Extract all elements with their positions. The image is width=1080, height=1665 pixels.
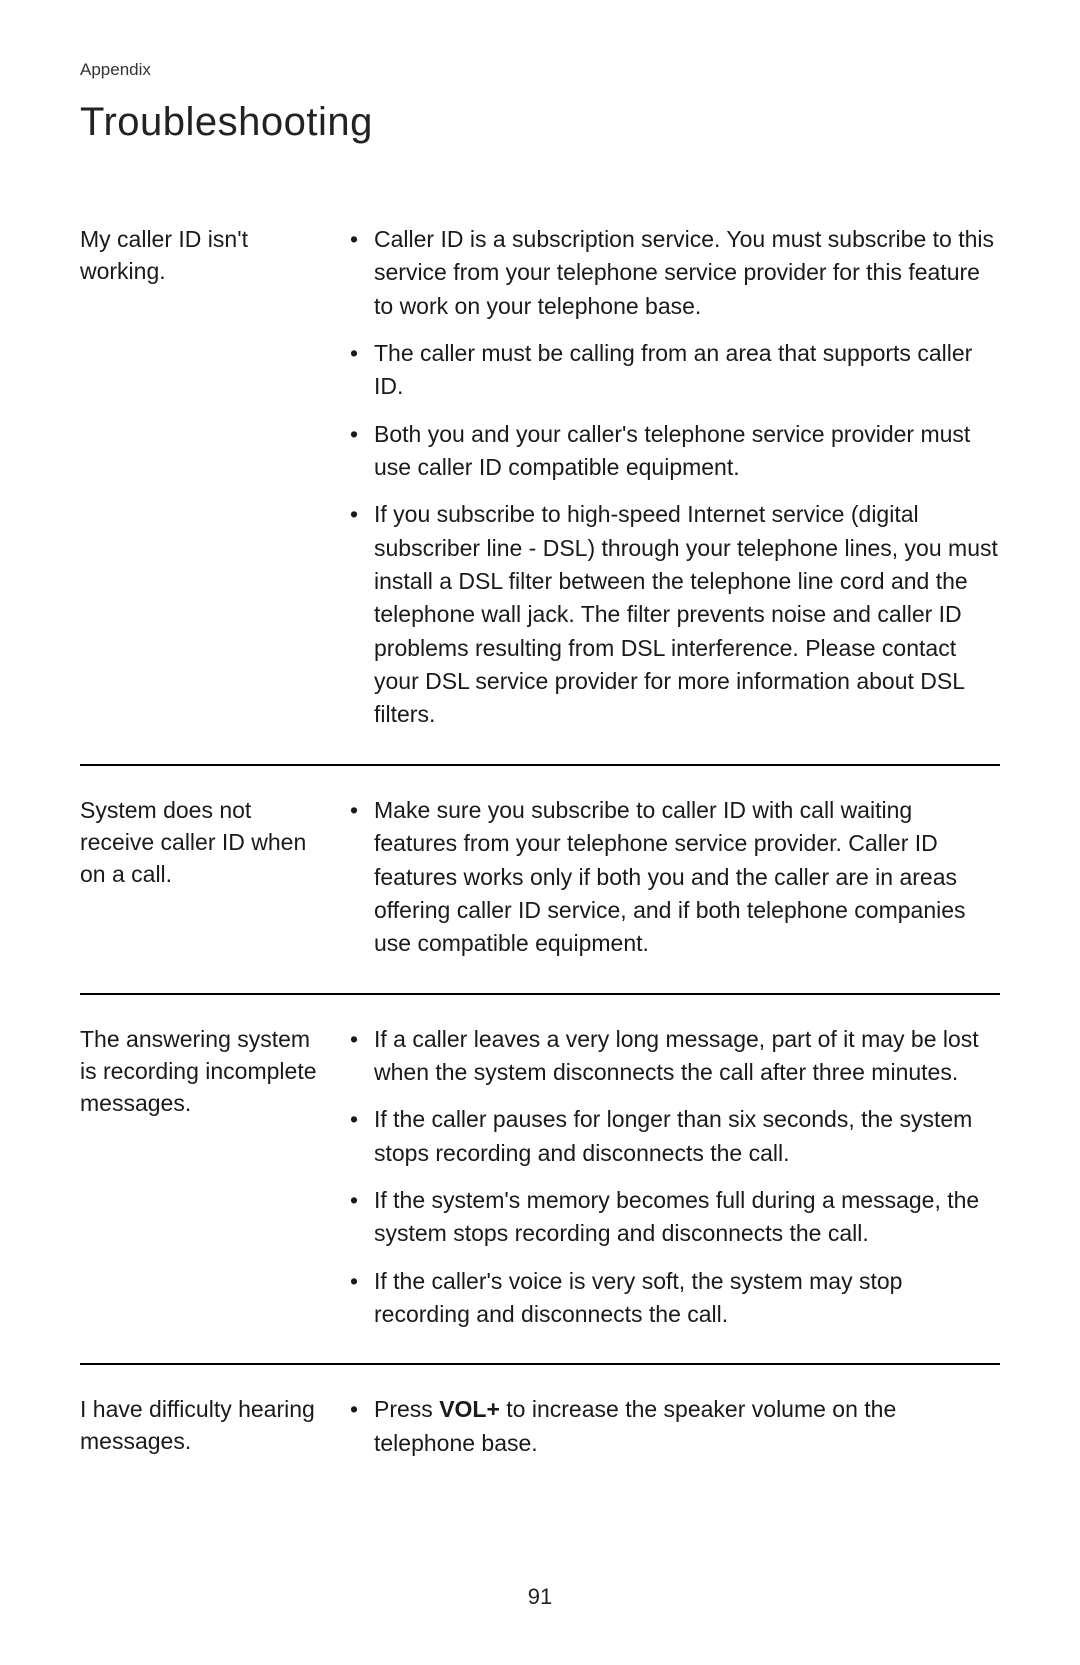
solution-item: If the caller pauses for longer than six…	[340, 1103, 1000, 1170]
solution-item: If a caller leaves a very long message, …	[340, 1023, 1000, 1090]
troubleshooting-section: I have difficulty hearing messages. Pres…	[80, 1365, 1000, 1492]
solution-item: The caller must be calling from an area …	[340, 337, 1000, 404]
page-number: 91	[0, 1584, 1080, 1610]
solution-item: Both you and your caller's telephone ser…	[340, 418, 1000, 485]
troubleshooting-section: System does not receive caller ID when o…	[80, 766, 1000, 995]
solution-item: If the system's memory becomes full duri…	[340, 1184, 1000, 1251]
solution-item: Caller ID is a subscription service. You…	[340, 223, 1000, 323]
solution-item: If the caller's voice is very soft, the …	[340, 1265, 1000, 1332]
solution-bold: VOL+	[439, 1396, 500, 1422]
solutions-list: Press VOL+ to increase the speaker volum…	[340, 1393, 1000, 1460]
solutions-list: If a caller leaves a very long message, …	[340, 1023, 1000, 1332]
troubleshooting-section: My caller ID isn't working. Caller ID is…	[80, 195, 1000, 766]
problem-text: I have difficulty hearing messages.	[80, 1393, 340, 1460]
solution-item: Make sure you subscribe to caller ID wit…	[340, 794, 1000, 961]
solutions-list: Make sure you subscribe to caller ID wit…	[340, 794, 1000, 961]
problem-text: System does not receive caller ID when o…	[80, 794, 340, 961]
solution-prefix: Press	[374, 1396, 439, 1422]
problem-text: My caller ID isn't working.	[80, 223, 340, 732]
solution-item: If you subscribe to high-speed Internet …	[340, 498, 1000, 731]
appendix-label: Appendix	[80, 60, 1000, 80]
solution-item: Press VOL+ to increase the speaker volum…	[340, 1393, 1000, 1460]
solutions-list: Caller ID is a subscription service. You…	[340, 223, 1000, 732]
problem-text: The answering system is recording incomp…	[80, 1023, 340, 1332]
page-title: Troubleshooting	[80, 100, 1000, 145]
troubleshooting-section: The answering system is recording incomp…	[80, 995, 1000, 1366]
